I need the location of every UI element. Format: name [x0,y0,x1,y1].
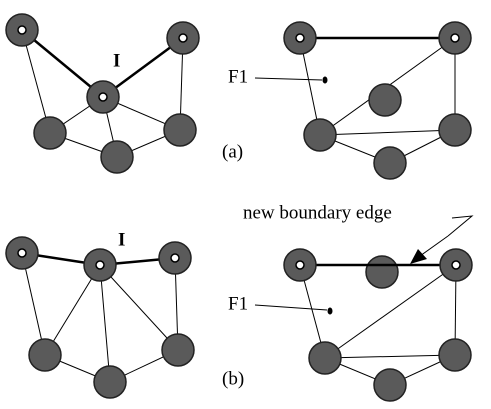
vertex-label: I [118,229,125,250]
face-label: F1 [228,293,248,314]
caption: (b) [222,368,244,389]
face-label: F1 [228,66,248,87]
vertex-label: I [113,50,120,71]
annotation: new boundary edge [243,202,392,223]
panel-b-left: I [6,229,194,398]
panel-b-right: new boundary edge F1 (b) [222,202,472,401]
panel-a-left: I [6,14,199,173]
panel-a-right: F1 (a) [222,22,471,179]
diagram: I F1 (a) I [0,0,491,409]
caption: (a) [222,141,243,162]
